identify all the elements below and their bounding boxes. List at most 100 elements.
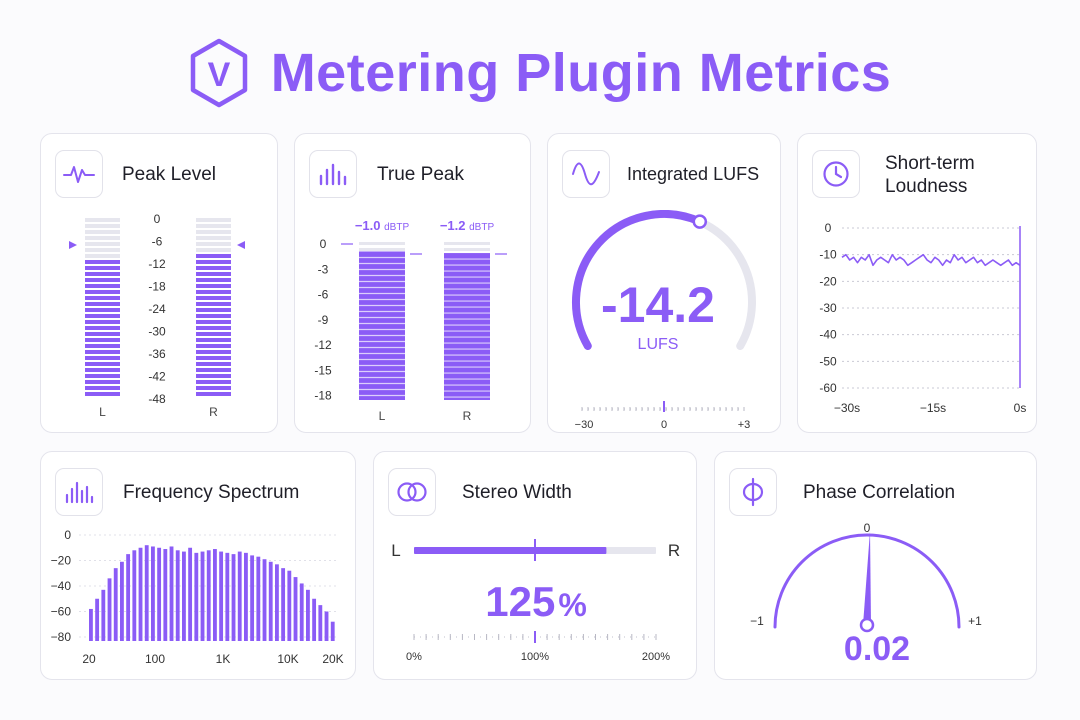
true-peak-meter: 0 -3 -6 -9 -12 -15 -18 L −1.0 dBTP R −1.2 dBTP xyxy=(314,218,507,423)
spectrum-bar xyxy=(126,554,131,641)
peak-segment xyxy=(85,374,120,378)
peak-scale-label: -6 xyxy=(152,235,163,249)
spectrum-bar xyxy=(120,561,124,641)
peak-segment xyxy=(85,266,120,270)
spectrum-bar xyxy=(132,550,137,641)
phase-needle xyxy=(863,531,871,625)
stereo-scale-label: 0% xyxy=(406,651,422,663)
waveform-pulse-icon xyxy=(55,150,103,198)
lufs-scale-label: 0 xyxy=(661,419,667,430)
peak-scale-label: -42 xyxy=(148,370,166,384)
spectrum-bars-icon xyxy=(55,468,103,516)
spectrum-bar xyxy=(275,564,279,641)
peak-segment xyxy=(196,314,231,318)
short-term-title: Short-term Loudness xyxy=(885,153,975,197)
spectrum-bar xyxy=(169,546,174,641)
true-peak-title: True Peak xyxy=(377,164,464,185)
short-term-chart: 0 -10 -20 -30 -40 -50 -60 −30s −15s 0s xyxy=(819,221,1026,415)
phi-icon xyxy=(729,468,777,516)
peak-segment xyxy=(85,356,120,360)
clock-icon xyxy=(812,150,860,198)
peak-segment xyxy=(196,302,231,306)
spectrum-x-label: 100 xyxy=(145,652,165,666)
peak-scale-label: -18 xyxy=(148,280,166,294)
peak-level-meter: L R 0 -6 -12 -18 -24 -30 -36 -42 -48 xyxy=(69,212,245,419)
spectrum-bar xyxy=(194,552,199,641)
stereo-right-label: R xyxy=(668,541,680,560)
spectrum-bar xyxy=(188,547,193,641)
integrated-lufs-card: Integrated LUFS −30 0 +3 -14.2 LUFS xyxy=(547,133,781,433)
lufs-unit: LUFS xyxy=(637,336,679,353)
spectrum-bar xyxy=(306,589,310,641)
peak-segment xyxy=(85,350,120,354)
stereo-width-title: Stereo Width xyxy=(462,482,572,503)
short-term-y-label: -50 xyxy=(819,354,837,368)
peak-segment xyxy=(85,284,120,288)
spectrum-bar xyxy=(268,561,273,641)
true-peak-bar xyxy=(444,253,490,400)
true-peak-track xyxy=(444,242,490,245)
spectrum-y-label: −80 xyxy=(51,630,72,644)
peak-hold-marker xyxy=(237,241,245,249)
peak-segment xyxy=(196,248,231,252)
phase-label-right: +1 xyxy=(968,614,982,628)
peak-segment xyxy=(196,332,231,336)
lufs-value: -14.2 xyxy=(601,277,715,333)
stereo-width-card: Stereo Width L R 0% 100% 200% 125% xyxy=(373,451,697,680)
phase-correlation-title: Phase Correlation xyxy=(803,482,956,503)
spectrum-bar xyxy=(293,577,298,641)
lufs-arc-knob xyxy=(692,214,708,229)
true-peak-scale-label: -3 xyxy=(318,262,329,276)
peak-segment xyxy=(196,392,231,396)
spectrum-bar xyxy=(213,549,217,641)
stereo-rings-icon xyxy=(388,468,436,516)
peak-segment xyxy=(85,242,120,246)
peak-segment xyxy=(85,272,120,276)
spectrum-bar xyxy=(89,608,93,641)
spectrum-x-label: 10K xyxy=(277,652,298,666)
peak-segment xyxy=(85,230,120,234)
peak-segment xyxy=(85,326,120,330)
peak-segment xyxy=(85,254,120,258)
peak-segment xyxy=(196,362,231,366)
spectrum-bar xyxy=(330,621,335,641)
spectrum-bar xyxy=(219,551,224,641)
peak-segment xyxy=(85,386,120,390)
peak-segment xyxy=(196,278,231,282)
spectrum-bar xyxy=(244,552,248,641)
spectrum-bar xyxy=(324,611,329,641)
lufs-scale-label: −30 xyxy=(575,419,594,430)
peak-segment xyxy=(196,344,231,348)
true-peak-bar xyxy=(359,251,405,400)
spectrum-y-label: −60 xyxy=(51,605,72,619)
integrated-lufs-title: Integrated LUFS xyxy=(627,164,760,184)
peak-level-title: Peak Level xyxy=(122,164,217,185)
peak-segment xyxy=(85,368,120,372)
stereo-left-label: L xyxy=(391,541,400,560)
channel-label: R xyxy=(463,409,472,423)
stereo-width-value: 125% xyxy=(485,578,587,625)
phase-correlation-gauge: 0 −1 +1 xyxy=(750,521,982,633)
true-peak-scale-label: -9 xyxy=(318,313,329,327)
peak-segment xyxy=(196,380,231,384)
short-term-y-label: -60 xyxy=(819,381,837,395)
lufs-scale-label: +3 xyxy=(738,419,751,430)
peak-segment xyxy=(196,284,231,288)
peak-scale-label: -12 xyxy=(148,257,166,271)
bar-histogram-icon xyxy=(309,150,357,198)
spectrum-bar xyxy=(299,583,304,641)
spectrum-bar xyxy=(101,589,106,641)
peak-segment xyxy=(85,248,120,252)
spectrum-bar xyxy=(175,550,180,641)
peak-segment xyxy=(85,218,120,222)
spectrum-y-label: 0 xyxy=(64,528,71,542)
peak-segment xyxy=(196,254,231,258)
lufs-arc-fill xyxy=(572,210,704,350)
frequency-spectrum-card: Frequency Spectrum 0 −20 −40 −60 −80 20 100 1K 1… xyxy=(40,451,356,680)
peak-hold-marker xyxy=(69,241,77,249)
peak-segment xyxy=(196,374,231,378)
short-term-y-label: 0 xyxy=(825,221,832,235)
phase-label-left: −1 xyxy=(750,614,764,628)
spectrum-bar xyxy=(262,559,267,641)
stereo-scale-label: 200% xyxy=(642,651,670,663)
